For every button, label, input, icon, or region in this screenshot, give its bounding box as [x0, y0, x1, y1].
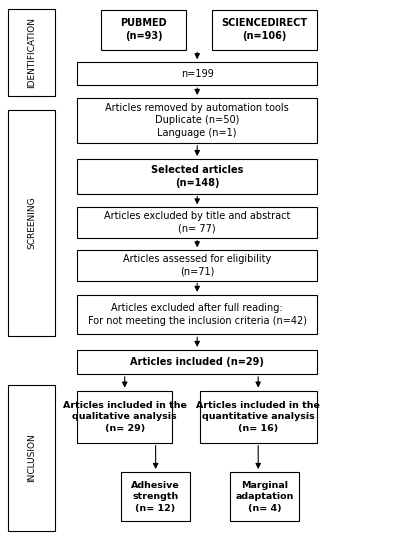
Bar — [77, 159, 317, 194]
Text: Selected articles
(n=148): Selected articles (n=148) — [151, 165, 243, 188]
Bar — [77, 350, 317, 374]
Bar — [212, 10, 317, 49]
Bar — [8, 110, 55, 336]
Text: PUBMED
(n=93): PUBMED (n=93) — [120, 18, 167, 41]
Bar — [77, 62, 317, 85]
Bar — [77, 390, 172, 443]
Text: n=199: n=199 — [181, 69, 213, 79]
Text: Adhesive
strength
(n= 12): Adhesive strength (n= 12) — [131, 481, 180, 513]
Text: Articles assessed for eligibility
(n=71): Articles assessed for eligibility (n=71) — [123, 254, 271, 277]
Text: INCLUSION: INCLUSION — [27, 433, 36, 482]
Bar — [101, 10, 186, 49]
Text: Marginal
adaptation
(n= 4): Marginal adaptation (n= 4) — [235, 481, 293, 513]
Bar — [8, 385, 55, 531]
Text: Articles excluded by title and abstract
(n= 77): Articles excluded by title and abstract … — [104, 211, 290, 234]
Bar — [77, 295, 317, 334]
Bar — [8, 9, 55, 96]
Bar — [77, 207, 317, 238]
Bar — [77, 250, 317, 280]
Text: IDENTIFICATION: IDENTIFICATION — [27, 17, 36, 89]
Text: SCREENING: SCREENING — [27, 196, 36, 249]
Text: SCIENCEDIRECT
(n=106): SCIENCEDIRECT (n=106) — [221, 18, 307, 41]
Text: Articles included in the
quantitative analysis
(n= 16): Articles included in the quantitative an… — [196, 400, 320, 432]
Bar — [121, 472, 190, 521]
Text: Articles removed by automation tools
Duplicate (n=50)
Language (n=1): Articles removed by automation tools Dup… — [105, 103, 289, 138]
Text: Articles excluded after full reading:
For not meeting the inclusion criteria (n=: Articles excluded after full reading: Fo… — [88, 303, 307, 326]
Bar — [200, 390, 317, 443]
Text: Articles included in the
qualitative analysis
(n= 29): Articles included in the qualitative ana… — [63, 400, 187, 432]
Bar — [230, 472, 299, 521]
Bar — [77, 98, 317, 143]
Text: Articles included (n=29): Articles included (n=29) — [130, 357, 264, 367]
